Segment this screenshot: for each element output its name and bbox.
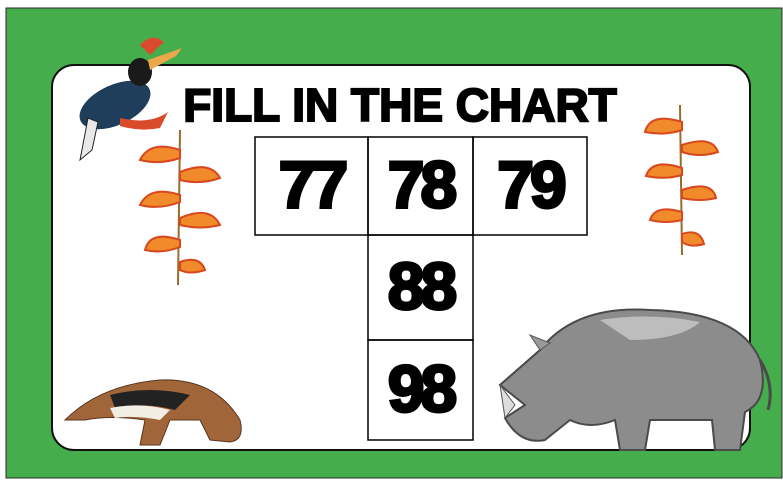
cell-number: 78: [388, 147, 456, 221]
cell-number: 98: [388, 351, 456, 425]
cell-number: 79: [497, 147, 565, 221]
worksheet: FILL IN THE CHART 77 78 79 88 98: [0, 0, 783, 481]
cell-number: 88: [388, 249, 456, 323]
cell-number: 77: [279, 147, 346, 221]
worksheet-title: FILL IN THE CHART: [183, 79, 617, 131]
